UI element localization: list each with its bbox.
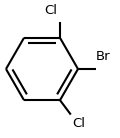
Text: Cl: Cl	[44, 4, 57, 17]
Text: Br: Br	[96, 51, 111, 63]
Text: Cl: Cl	[72, 117, 85, 130]
